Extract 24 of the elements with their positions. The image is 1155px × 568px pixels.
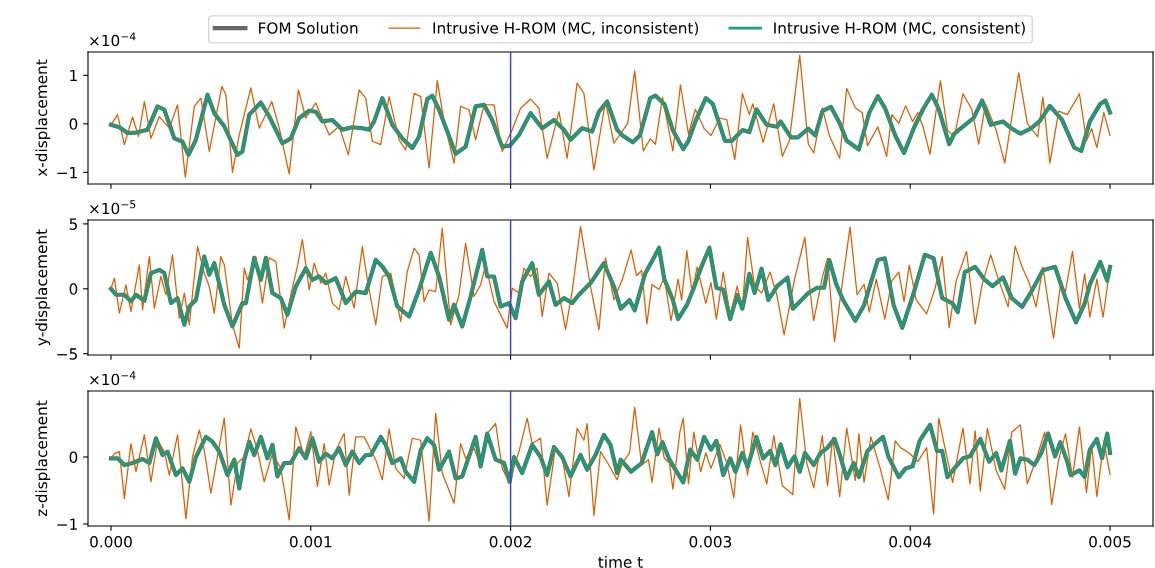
legend-label: Intrusive H-ROM (MC, inconsistent) bbox=[433, 21, 699, 36]
y-tick-label: 0 bbox=[69, 118, 78, 130]
text: ×10$^{−5}$ bbox=[90, 200, 136, 215]
x-tick-label: 0.000 bbox=[90, 535, 132, 548]
y-axis-title: x-displacement bbox=[35, 59, 51, 177]
x-tick-label: 0.003 bbox=[689, 535, 732, 548]
text: ×10$^{−4}$ bbox=[90, 32, 136, 47]
y-tick-label: −1 bbox=[57, 518, 77, 530]
y-tick-label: 1 bbox=[70, 69, 77, 82]
x-tick-label: 0.002 bbox=[489, 535, 531, 548]
legend-label: Intrusive H-ROM (MC, consistent) bbox=[774, 21, 1025, 36]
x-tick-label: 0.001 bbox=[289, 535, 332, 548]
x-tick-label: 0.004 bbox=[889, 535, 932, 548]
y-axis-title: z-displacement bbox=[35, 400, 51, 517]
x-axis-title: time t bbox=[598, 556, 643, 568]
y-tick-label: 0 bbox=[69, 451, 78, 464]
legend-label: FOM Solution bbox=[259, 21, 358, 34]
text: ×10$^{−4}$ bbox=[90, 371, 136, 386]
y-tick-label: 5 bbox=[69, 218, 77, 230]
x-tick-label: 0.005 bbox=[1089, 535, 1131, 548]
y-tick-label: 0 bbox=[69, 283, 78, 295]
y-axis-title: y-displacement bbox=[35, 229, 51, 346]
y-tick-label: −1 bbox=[57, 167, 77, 179]
y-tick-label: −5 bbox=[57, 348, 77, 360]
